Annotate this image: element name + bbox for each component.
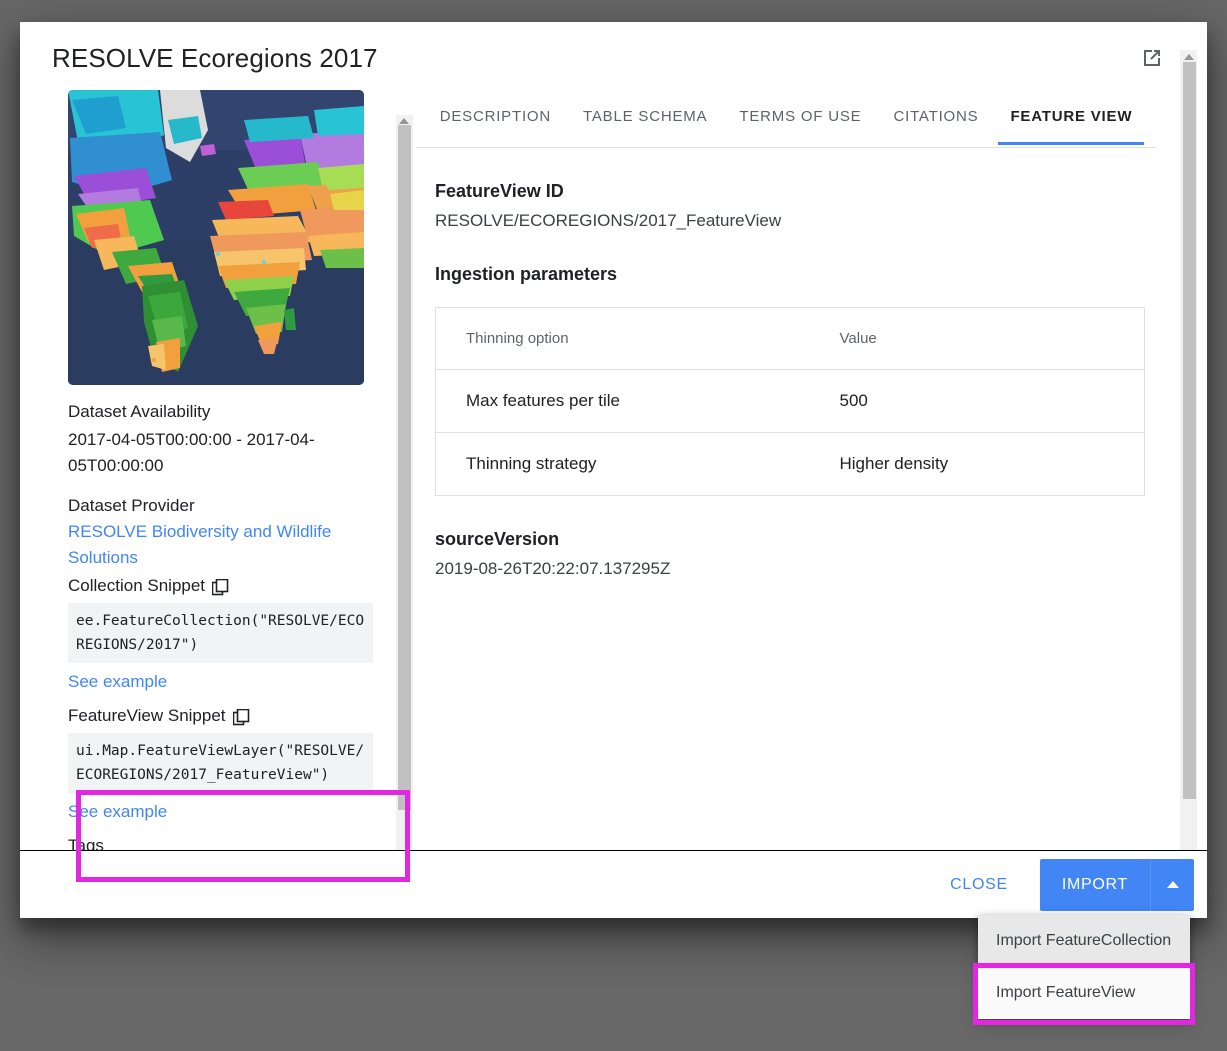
- sidebar-scrollbar-thumb[interactable]: [398, 125, 411, 810]
- source-version-value: 2019-08-26T20:22:07.137295Z: [435, 559, 671, 578]
- collection-snippet-label-row: Collection Snippet: [68, 573, 390, 599]
- copy-icon[interactable]: [232, 708, 250, 725]
- dataset-provider-link[interactable]: RESOLVE Biodiversity and Wildlife Soluti…: [68, 522, 332, 567]
- cell-option-value: 500: [809, 369, 1145, 433]
- tab-terms-of-use[interactable]: TERMS OF USE: [739, 108, 862, 125]
- table-header-row: Thinning option Value: [435, 307, 1145, 370]
- featureview-see-example-link[interactable]: See example: [68, 802, 168, 821]
- tab-citations[interactable]: CITATIONS: [893, 108, 979, 125]
- import-dropdown-menu: Import FeatureCollection Import FeatureV…: [978, 915, 1190, 1019]
- tab-table-schema[interactable]: TABLE SCHEMA: [583, 108, 708, 125]
- menu-item-import-featurecollection[interactable]: Import FeatureCollection: [978, 915, 1190, 967]
- cell-option-name: Max features per tile: [435, 369, 810, 433]
- cell-option-name: Thinning strategy: [466, 454, 597, 473]
- dataset-sidebar: Dataset Availability 2017-04-05T00:00:00…: [68, 90, 390, 872]
- tab-bar: DESCRIPTION TABLE SCHEMA TERMS OF USE CI…: [416, 90, 1156, 148]
- dialog-body: Dataset Availability 2017-04-05T00:00:00…: [20, 90, 1180, 882]
- featureview-id-label: FeatureView ID: [435, 181, 564, 201]
- featureview-id-value: RESOLVE/ECOREGIONS/2017_FeatureView: [435, 211, 782, 230]
- sidebar-scrollbar[interactable]: [396, 115, 413, 875]
- caret-up-icon: [1166, 881, 1179, 888]
- featureview-snippet-label-row: FeatureView Snippet: [68, 703, 390, 729]
- collection-see-example-link[interactable]: See example: [68, 672, 168, 691]
- source-version-label: sourceVersion: [435, 529, 560, 549]
- table-row: Max features per tile 500: [435, 369, 1145, 433]
- collection-snippet-code[interactable]: ee.FeatureCollection("RESOLVE/ECOREGIONS…: [68, 603, 373, 663]
- table-row: Thinning strategy Higher density: [436, 433, 1145, 496]
- dialog-footer: CLOSE IMPORT: [20, 850, 1207, 918]
- open-in-new-icon[interactable]: [1141, 47, 1163, 69]
- dialog-scrollbar-thumb[interactable]: [1183, 62, 1196, 799]
- cell-option-value: Higher density: [839, 454, 949, 473]
- close-button[interactable]: CLOSE: [934, 864, 1024, 906]
- import-button[interactable]: IMPORT: [1039, 858, 1150, 911]
- dataset-availability-value: 2017-04-05T00:00:00 - 2017-04-05T00:00:0…: [68, 430, 315, 475]
- ingestion-parameters-table: Thinning option Value Max features per t…: [435, 307, 1145, 496]
- dataset-thumbnail: [68, 90, 364, 385]
- ingestion-parameters-label: Ingestion parameters: [435, 264, 618, 284]
- dataset-detail-dialog: RESOLVE Ecoregions 2017: [20, 22, 1207, 918]
- dialog-scrollbar[interactable]: [1180, 50, 1197, 867]
- column-header-value: Value: [809, 307, 1145, 370]
- featureview-snippet-code[interactable]: ui.Map.FeatureViewLayer("RESOLVE/ECOREGI…: [68, 733, 373, 793]
- collection-snippet-label: Collection Snippet: [68, 576, 206, 595]
- tab-description[interactable]: DESCRIPTION: [439, 108, 552, 125]
- dataset-provider-label: Dataset Provider: [68, 496, 195, 515]
- page-title: RESOLVE Ecoregions 2017: [52, 43, 378, 73]
- copy-icon[interactable]: [211, 578, 229, 595]
- scroll-up-arrow-icon[interactable]: [1184, 54, 1194, 60]
- import-split-button: IMPORT: [1039, 858, 1194, 911]
- dataset-availability-label: Dataset Availability: [68, 402, 211, 421]
- import-dropdown-toggle[interactable]: [1150, 858, 1194, 911]
- column-header-thinning-option: Thinning option: [435, 307, 810, 370]
- menu-item-import-featureview[interactable]: Import FeatureView: [978, 967, 1190, 1019]
- tab-feature-view[interactable]: FEATURE VIEW: [994, 100, 1148, 145]
- dataset-content-pane: DESCRIPTION TABLE SCHEMA TERMS OF USE CI…: [416, 90, 1156, 872]
- featureview-snippet-label: FeatureView Snippet: [68, 706, 226, 725]
- scroll-up-arrow-icon[interactable]: [399, 118, 409, 124]
